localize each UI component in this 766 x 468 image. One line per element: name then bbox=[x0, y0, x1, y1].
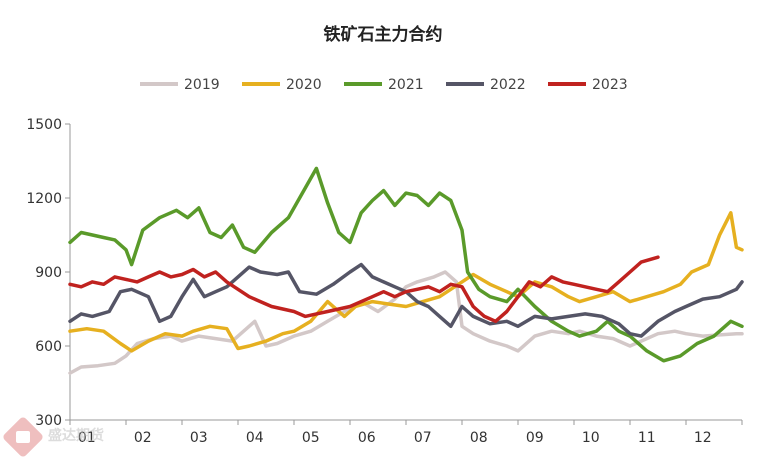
x-tick-label: 03 bbox=[190, 430, 208, 446]
y-tick-label: 1500 bbox=[26, 117, 62, 133]
x-tick-label: 12 bbox=[694, 430, 712, 446]
brand-logo bbox=[3, 417, 43, 457]
x-ticks: 01 02 03 04 05 06 07 08 09 10 11 12 bbox=[69, 420, 743, 446]
series-line-2021 bbox=[68, 166, 744, 363]
x-tick-label: 05 bbox=[302, 430, 320, 446]
y-tick-label: 600 bbox=[35, 339, 62, 355]
y-tick-label: 900 bbox=[35, 265, 62, 281]
chart-title: 铁矿石主力合约 bbox=[324, 24, 443, 45]
x-tick-label: 09 bbox=[526, 430, 544, 446]
legend-label: 2020 bbox=[286, 77, 322, 93]
x-tick-label: 11 bbox=[638, 430, 656, 446]
series-line-2019 bbox=[68, 270, 744, 375]
legend-label: 2023 bbox=[592, 77, 628, 93]
series-line-2020 bbox=[68, 211, 744, 353]
legend-label: 2021 bbox=[388, 77, 424, 93]
legend-label: 2019 bbox=[184, 77, 220, 93]
legend-label: 2022 bbox=[490, 77, 526, 93]
series-line-2023 bbox=[68, 255, 660, 324]
x-tick-label: 04 bbox=[246, 430, 264, 446]
x-tick-label: 06 bbox=[358, 430, 376, 446]
brand-watermark-text: 盛达期货 bbox=[48, 427, 104, 444]
x-tick-label: 07 bbox=[414, 430, 432, 446]
x-tick-label: 01 bbox=[78, 430, 96, 446]
y-ticks: 1500 1200 900 600 300 bbox=[26, 117, 70, 429]
y-tick-label: 1200 bbox=[26, 191, 62, 207]
series-line-2022 bbox=[68, 262, 744, 338]
x-tick-label: 02 bbox=[134, 430, 152, 446]
plot-area: 1500 1200 900 600 300 01 02 03 04 05 06 07 08 09 10 11… bbox=[26, 117, 744, 446]
legend: 2019 2020 2021 2022 2023 bbox=[140, 77, 628, 93]
watermark: 盛达期货 bbox=[3, 417, 104, 457]
series-lines bbox=[68, 166, 744, 375]
x-tick-label: 10 bbox=[582, 430, 600, 446]
y-tick-label: 300 bbox=[35, 413, 62, 429]
x-tick-label: 08 bbox=[470, 430, 488, 446]
